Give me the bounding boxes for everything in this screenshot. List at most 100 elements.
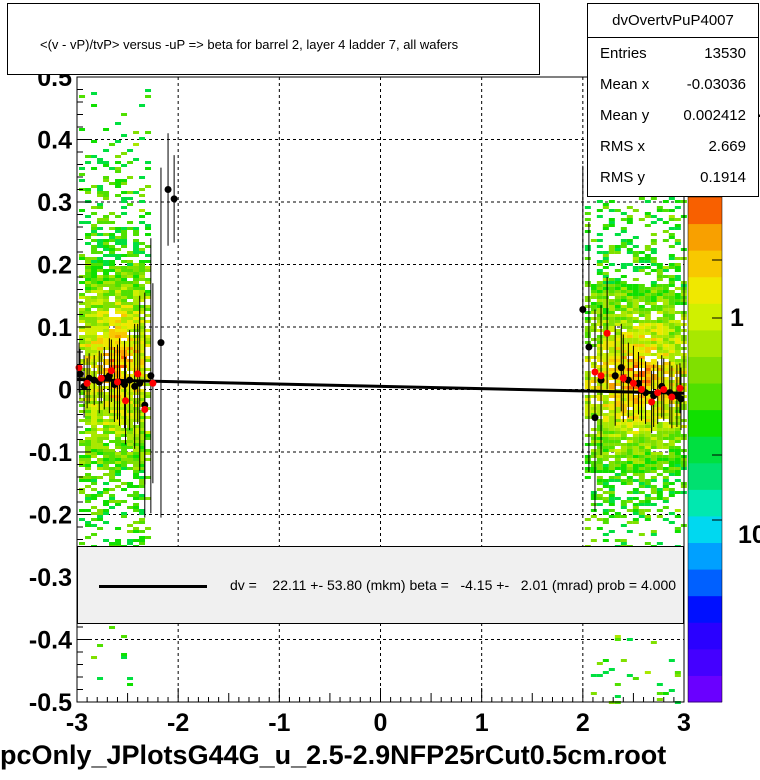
density-cell xyxy=(584,443,591,446)
density-cell xyxy=(656,266,663,269)
density-cell xyxy=(85,332,92,335)
density-cell xyxy=(614,287,621,290)
density-cell xyxy=(668,317,675,320)
density-cell xyxy=(121,458,128,461)
density-cell xyxy=(97,440,104,443)
density-cell xyxy=(115,350,122,353)
density-cell xyxy=(620,404,627,407)
density-cell xyxy=(109,281,116,284)
density-cell xyxy=(632,308,639,311)
density-cell xyxy=(79,542,86,545)
density-cell xyxy=(121,236,128,239)
density-cell xyxy=(115,371,122,374)
density-cell xyxy=(103,401,110,404)
density-cell xyxy=(584,332,591,335)
density-map xyxy=(79,77,687,704)
density-cell xyxy=(91,449,98,452)
density-cell xyxy=(662,266,669,269)
density-cell xyxy=(650,479,657,482)
density-cell xyxy=(85,320,92,323)
density-cell xyxy=(121,299,128,302)
density-cell xyxy=(97,311,104,314)
y-tick-label: 0.2 xyxy=(37,252,72,280)
density-cell xyxy=(644,326,651,329)
density-cell xyxy=(602,491,609,494)
density-cell xyxy=(602,377,609,380)
density-cell xyxy=(608,407,615,410)
density-cell xyxy=(602,203,609,206)
density-cell xyxy=(638,503,645,506)
density-cell xyxy=(85,257,92,260)
density-cell xyxy=(133,377,140,380)
density-cell xyxy=(632,506,639,509)
density-cell xyxy=(145,356,152,359)
density-cell xyxy=(115,407,122,410)
density-cell xyxy=(145,314,152,317)
density-cell xyxy=(674,422,681,425)
density-cell xyxy=(602,470,609,473)
density-cell xyxy=(109,269,116,272)
density-cell xyxy=(668,302,675,305)
density-cell xyxy=(133,413,140,416)
color-scale-segment xyxy=(688,542,722,570)
density-cell xyxy=(644,542,651,545)
density-cell xyxy=(133,233,140,236)
density-cell xyxy=(608,314,615,317)
density-cell xyxy=(79,368,86,371)
density-cell xyxy=(626,368,633,371)
density-cell xyxy=(103,413,110,416)
density-cell xyxy=(139,452,146,455)
density-cell xyxy=(620,437,627,440)
density-cell xyxy=(608,491,615,494)
density-cell xyxy=(109,494,116,497)
density-cell xyxy=(656,437,663,440)
density-cell xyxy=(674,257,681,260)
density-cell xyxy=(139,395,146,398)
density-cell xyxy=(608,317,615,320)
density-cell xyxy=(85,299,92,302)
density-cell xyxy=(644,290,651,293)
density-cell xyxy=(91,440,98,443)
density-cell xyxy=(139,356,146,359)
density-cell xyxy=(638,266,645,269)
density-cell xyxy=(91,299,98,302)
red-point xyxy=(676,384,684,392)
density-cell xyxy=(602,416,609,419)
density-cell xyxy=(614,497,621,500)
density-cell xyxy=(668,233,675,236)
density-cell xyxy=(668,308,675,311)
density-cell xyxy=(626,398,633,401)
density-cell xyxy=(139,215,146,218)
density-cell xyxy=(632,341,639,344)
density-cell xyxy=(115,278,122,281)
density-cell xyxy=(97,359,104,362)
red-point xyxy=(113,378,121,386)
density-cell xyxy=(79,302,86,305)
density-cell xyxy=(674,449,681,452)
density-cell xyxy=(608,431,615,434)
density-cell xyxy=(121,191,128,194)
density-cell xyxy=(674,335,681,338)
density-cell xyxy=(139,200,146,203)
density-cell xyxy=(121,440,128,443)
density-cell xyxy=(133,335,140,338)
density-cell xyxy=(608,350,615,353)
density-cell xyxy=(656,335,663,338)
density-cell xyxy=(85,305,92,308)
density-cell xyxy=(668,452,675,455)
density-cell xyxy=(127,176,134,179)
density-cell xyxy=(644,344,651,347)
density-cell xyxy=(614,383,621,386)
red-point xyxy=(629,379,637,387)
density-cell xyxy=(584,329,591,332)
density-cell xyxy=(121,233,128,236)
density-cell xyxy=(127,542,134,545)
density-cell xyxy=(133,347,140,350)
density-cell xyxy=(614,431,621,434)
density-cell xyxy=(115,182,122,185)
density-cell xyxy=(103,371,110,374)
density-cell xyxy=(620,449,627,452)
density-cell xyxy=(662,221,669,224)
density-cell xyxy=(638,515,645,518)
density-cell xyxy=(620,410,627,413)
